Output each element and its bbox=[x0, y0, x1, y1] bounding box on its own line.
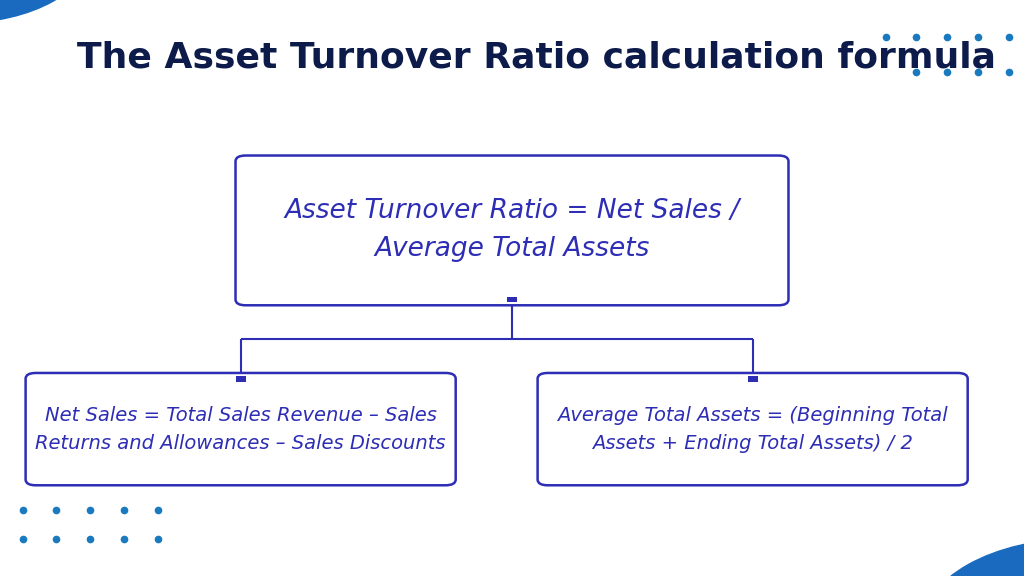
FancyBboxPatch shape bbox=[507, 297, 517, 302]
Circle shape bbox=[922, 539, 1024, 576]
FancyBboxPatch shape bbox=[236, 156, 788, 305]
Text: Asset Turnover Ratio = Net Sales /
Average Total Assets: Asset Turnover Ratio = Net Sales / Avera… bbox=[285, 198, 739, 263]
FancyBboxPatch shape bbox=[26, 373, 456, 485]
Text: The Asset Turnover Ratio calculation formula: The Asset Turnover Ratio calculation for… bbox=[77, 40, 995, 74]
FancyBboxPatch shape bbox=[538, 373, 968, 485]
Text: Net Sales = Total Sales Revenue – Sales
Returns and Allowances – Sales Discounts: Net Sales = Total Sales Revenue – Sales … bbox=[36, 406, 445, 453]
FancyBboxPatch shape bbox=[748, 376, 758, 382]
FancyBboxPatch shape bbox=[236, 376, 246, 382]
Circle shape bbox=[0, 0, 92, 23]
Text: Average Total Assets = (Beginning Total
Assets + Ending Total Assets) / 2: Average Total Assets = (Beginning Total … bbox=[557, 406, 948, 453]
